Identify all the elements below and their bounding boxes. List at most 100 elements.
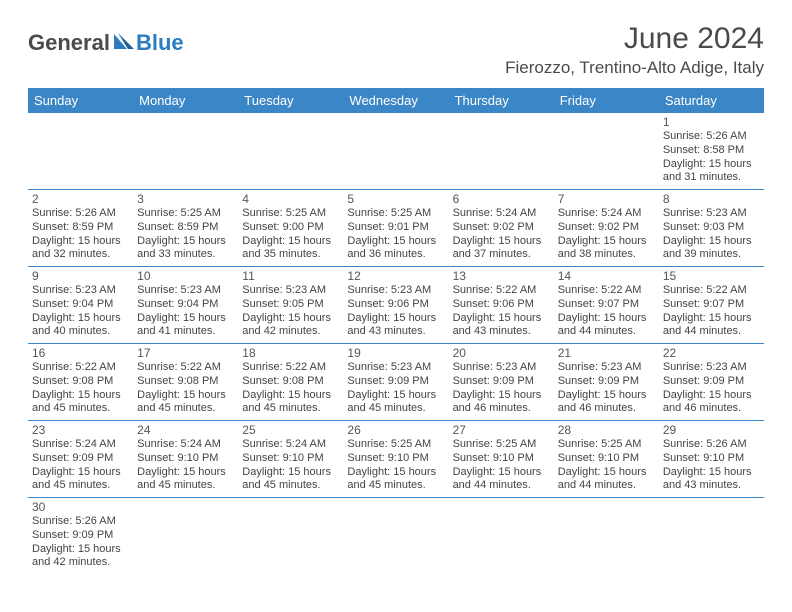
header-row: General Blue June 2024 Fierozzo, Trentin… bbox=[28, 22, 764, 78]
calendar-cell bbox=[238, 498, 343, 575]
calendar-table: Sunday Monday Tuesday Wednesday Thursday… bbox=[28, 88, 764, 574]
sunrise-line: Sunrise: 5:24 AM bbox=[453, 207, 550, 221]
calendar-row: 23Sunrise: 5:24 AMSunset: 9:09 PMDayligh… bbox=[28, 421, 764, 498]
day1-line: Daylight: 15 hours bbox=[137, 235, 234, 249]
calendar-cell: 12Sunrise: 5:23 AMSunset: 9:06 PMDayligh… bbox=[343, 267, 448, 344]
day2-line: and 42 minutes. bbox=[32, 556, 129, 570]
day1-line: Daylight: 15 hours bbox=[558, 312, 655, 326]
day-number: 24 bbox=[137, 423, 234, 437]
day2-line: and 40 minutes. bbox=[32, 325, 129, 339]
day1-line: Daylight: 15 hours bbox=[347, 312, 444, 326]
day-number: 26 bbox=[347, 423, 444, 437]
sunrise-line: Sunrise: 5:23 AM bbox=[347, 284, 444, 298]
day1-line: Daylight: 15 hours bbox=[32, 466, 129, 480]
day-number: 29 bbox=[663, 423, 760, 437]
day2-line: and 41 minutes. bbox=[137, 325, 234, 339]
day2-line: and 43 minutes. bbox=[663, 479, 760, 493]
sunrise-line: Sunrise: 5:25 AM bbox=[453, 438, 550, 452]
calendar-cell bbox=[238, 113, 343, 190]
sunset-line: Sunset: 9:02 PM bbox=[558, 221, 655, 235]
day2-line: and 45 minutes. bbox=[347, 402, 444, 416]
calendar-cell: 20Sunrise: 5:23 AMSunset: 9:09 PMDayligh… bbox=[449, 344, 554, 421]
calendar-cell: 2Sunrise: 5:26 AMSunset: 8:59 PMDaylight… bbox=[28, 190, 133, 267]
sunrise-line: Sunrise: 5:22 AM bbox=[32, 361, 129, 375]
calendar-cell bbox=[554, 498, 659, 575]
calendar-row: 30Sunrise: 5:26 AMSunset: 9:09 PMDayligh… bbox=[28, 498, 764, 575]
sunset-line: Sunset: 9:00 PM bbox=[242, 221, 339, 235]
calendar-body: 1Sunrise: 5:26 AMSunset: 8:58 PMDaylight… bbox=[28, 113, 764, 574]
day-number: 18 bbox=[242, 346, 339, 360]
sunrise-line: Sunrise: 5:23 AM bbox=[242, 284, 339, 298]
sunset-line: Sunset: 9:08 PM bbox=[32, 375, 129, 389]
day2-line: and 45 minutes. bbox=[32, 402, 129, 416]
sunset-line: Sunset: 9:04 PM bbox=[32, 298, 129, 312]
sunset-line: Sunset: 9:07 PM bbox=[558, 298, 655, 312]
title-block: June 2024 Fierozzo, Trentino-Alto Adige,… bbox=[505, 22, 764, 78]
day2-line: and 46 minutes. bbox=[453, 402, 550, 416]
sunrise-line: Sunrise: 5:22 AM bbox=[137, 361, 234, 375]
calendar-cell bbox=[449, 498, 554, 575]
day1-line: Daylight: 15 hours bbox=[347, 466, 444, 480]
day2-line: and 45 minutes. bbox=[242, 479, 339, 493]
day-number: 28 bbox=[558, 423, 655, 437]
day1-line: Daylight: 15 hours bbox=[347, 235, 444, 249]
sunrise-line: Sunrise: 5:24 AM bbox=[137, 438, 234, 452]
calendar-row: 16Sunrise: 5:22 AMSunset: 9:08 PMDayligh… bbox=[28, 344, 764, 421]
day1-line: Daylight: 15 hours bbox=[242, 312, 339, 326]
sunset-line: Sunset: 9:10 PM bbox=[453, 452, 550, 466]
sunset-line: Sunset: 9:10 PM bbox=[347, 452, 444, 466]
day-header: Friday bbox=[554, 88, 659, 113]
day1-line: Daylight: 15 hours bbox=[663, 312, 760, 326]
day2-line: and 31 minutes. bbox=[663, 171, 760, 185]
calendar-row: 9Sunrise: 5:23 AMSunset: 9:04 PMDaylight… bbox=[28, 267, 764, 344]
sunset-line: Sunset: 9:09 PM bbox=[32, 529, 129, 543]
day1-line: Daylight: 15 hours bbox=[663, 158, 760, 172]
calendar-cell: 13Sunrise: 5:22 AMSunset: 9:06 PMDayligh… bbox=[449, 267, 554, 344]
month-year-title: June 2024 bbox=[505, 22, 764, 56]
brand-logo: General Blue bbox=[28, 30, 184, 56]
sunrise-line: Sunrise: 5:24 AM bbox=[558, 207, 655, 221]
day2-line: and 45 minutes. bbox=[32, 479, 129, 493]
sunrise-line: Sunrise: 5:23 AM bbox=[558, 361, 655, 375]
calendar-cell: 3Sunrise: 5:25 AMSunset: 8:59 PMDaylight… bbox=[133, 190, 238, 267]
calendar-cell: 29Sunrise: 5:26 AMSunset: 9:10 PMDayligh… bbox=[659, 421, 764, 498]
calendar-cell: 11Sunrise: 5:23 AMSunset: 9:05 PMDayligh… bbox=[238, 267, 343, 344]
day-number: 22 bbox=[663, 346, 760, 360]
day1-line: Daylight: 15 hours bbox=[32, 312, 129, 326]
calendar-row: 2Sunrise: 5:26 AMSunset: 8:59 PMDaylight… bbox=[28, 190, 764, 267]
sunset-line: Sunset: 9:10 PM bbox=[242, 452, 339, 466]
day2-line: and 44 minutes. bbox=[558, 325, 655, 339]
sunset-line: Sunset: 8:58 PM bbox=[663, 144, 760, 158]
sunrise-line: Sunrise: 5:23 AM bbox=[137, 284, 234, 298]
day-number: 8 bbox=[663, 192, 760, 206]
page: General Blue June 2024 Fierozzo, Trentin… bbox=[0, 0, 792, 612]
calendar-cell: 18Sunrise: 5:22 AMSunset: 9:08 PMDayligh… bbox=[238, 344, 343, 421]
sunrise-line: Sunrise: 5:25 AM bbox=[347, 438, 444, 452]
day1-line: Daylight: 15 hours bbox=[453, 466, 550, 480]
day-number: 27 bbox=[453, 423, 550, 437]
sunset-line: Sunset: 9:09 PM bbox=[32, 452, 129, 466]
day-header: Tuesday bbox=[238, 88, 343, 113]
brand-part2: Blue bbox=[136, 30, 184, 56]
sunset-line: Sunset: 9:09 PM bbox=[558, 375, 655, 389]
day1-line: Daylight: 15 hours bbox=[137, 312, 234, 326]
sunrise-line: Sunrise: 5:22 AM bbox=[663, 284, 760, 298]
day1-line: Daylight: 15 hours bbox=[137, 466, 234, 480]
sunset-line: Sunset: 9:09 PM bbox=[347, 375, 444, 389]
calendar-cell: 30Sunrise: 5:26 AMSunset: 9:09 PMDayligh… bbox=[28, 498, 133, 575]
day1-line: Daylight: 15 hours bbox=[32, 235, 129, 249]
day2-line: and 37 minutes. bbox=[453, 248, 550, 262]
day1-line: Daylight: 15 hours bbox=[453, 389, 550, 403]
day-number: 23 bbox=[32, 423, 129, 437]
sunrise-line: Sunrise: 5:25 AM bbox=[137, 207, 234, 221]
sunset-line: Sunset: 9:08 PM bbox=[242, 375, 339, 389]
day-header: Saturday bbox=[659, 88, 764, 113]
day-number: 1 bbox=[663, 115, 760, 129]
calendar-cell: 28Sunrise: 5:25 AMSunset: 9:10 PMDayligh… bbox=[554, 421, 659, 498]
day-header-row: Sunday Monday Tuesday Wednesday Thursday… bbox=[28, 88, 764, 113]
calendar-cell bbox=[659, 498, 764, 575]
day-number: 9 bbox=[32, 269, 129, 283]
sunrise-line: Sunrise: 5:22 AM bbox=[242, 361, 339, 375]
calendar-cell: 22Sunrise: 5:23 AMSunset: 9:09 PMDayligh… bbox=[659, 344, 764, 421]
calendar-cell: 25Sunrise: 5:24 AMSunset: 9:10 PMDayligh… bbox=[238, 421, 343, 498]
